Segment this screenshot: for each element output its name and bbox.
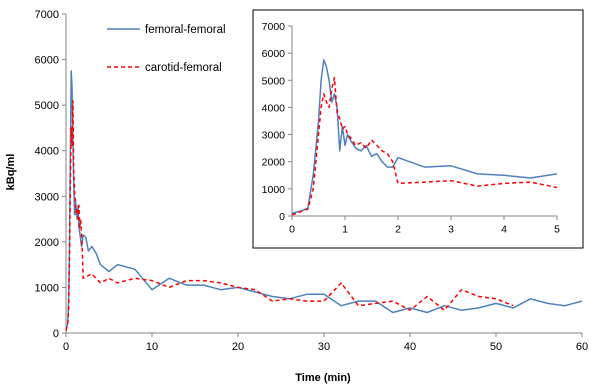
legend-label-femoral-femoral: femoral-femoral bbox=[145, 24, 226, 36]
inset-x-tick-label: 3 bbox=[448, 224, 454, 236]
inset-x-tick-label: 5 bbox=[554, 224, 560, 236]
inset-y-tick-label: 0 bbox=[279, 211, 285, 223]
main-x-tick-label: 40 bbox=[404, 341, 416, 353]
main-y-tick-label: 2000 bbox=[35, 237, 59, 249]
inset-y-tick-label: 7000 bbox=[262, 21, 286, 33]
x-axis-title: Time (min) bbox=[295, 372, 351, 384]
inset-chart-frame bbox=[252, 9, 584, 249]
main-y-tick-label: 5000 bbox=[35, 100, 59, 112]
legend-label-carotid-femoral: carotid-femoral bbox=[145, 62, 222, 74]
inset-series-line-femoral-femoral bbox=[291, 59, 558, 215]
inset-y-tick-label: 2000 bbox=[262, 157, 286, 169]
main-plot-area bbox=[65, 70, 583, 331]
legend: femoral-femoral carotid-femoral bbox=[107, 24, 226, 74]
y-axis-title: kBq/ml bbox=[5, 154, 17, 191]
inset-x-tick-label: 2 bbox=[395, 224, 401, 236]
inset-x-tick-label: 4 bbox=[501, 224, 507, 236]
inset-y-tick-label: 3000 bbox=[262, 130, 286, 142]
main-x-tick-label: 60 bbox=[576, 341, 588, 353]
inset-x-tick-label: 1 bbox=[342, 224, 348, 236]
main-y-tick-label: 7000 bbox=[35, 9, 59, 21]
inset-axes: 0 1000 2000 3000 4000 5000 6000 7000 0 1 2 3 4 5 bbox=[262, 21, 560, 236]
main-y-tick-label: 3000 bbox=[35, 191, 59, 203]
inset-x-tick-label: 0 bbox=[289, 224, 295, 236]
main-y-tick-label: 4000 bbox=[35, 146, 59, 158]
main-y-tick-label: 6000 bbox=[35, 55, 59, 67]
main-series-line-carotid-femoral bbox=[65, 99, 514, 331]
main-y-tick-label: 0 bbox=[53, 328, 59, 340]
inset-y-tick-label: 4000 bbox=[262, 102, 286, 114]
main-x-tick-label: 20 bbox=[232, 341, 244, 353]
main-x-tick-label: 0 bbox=[63, 341, 69, 353]
main-x-tick-label: 30 bbox=[318, 341, 330, 353]
inset-series-line-carotid-femoral bbox=[291, 76, 558, 216]
main-x-tick-label: 50 bbox=[490, 341, 502, 353]
inset-y-tick-label: 5000 bbox=[262, 75, 286, 87]
inset-y-tick-label: 6000 bbox=[262, 48, 286, 60]
main-y-tick-label: 1000 bbox=[35, 282, 59, 294]
inset-y-tick-label: 1000 bbox=[262, 184, 286, 196]
main-x-tick-label: 10 bbox=[146, 341, 158, 353]
inset-plot-area bbox=[291, 59, 558, 216]
